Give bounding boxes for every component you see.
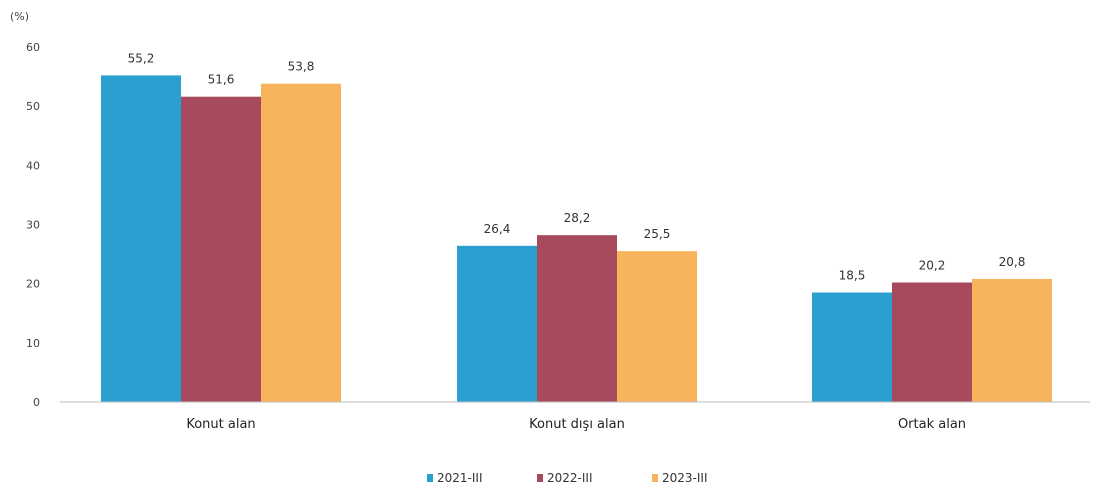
data-label: 20,8 <box>999 255 1026 269</box>
y-axis-ticks: 0 10 20 30 40 50 60 <box>26 41 40 409</box>
category-label: Konut dışı alan <box>529 417 625 432</box>
y-tick-label: 30 <box>26 219 40 232</box>
bar-2022-III-2 <box>892 282 972 402</box>
data-label: 28,2 <box>564 211 591 225</box>
category-label: Ortak alan <box>898 417 966 432</box>
data-label: 25,5 <box>644 227 671 241</box>
bar-2021-III-0 <box>101 75 181 403</box>
data-label: 55,2 <box>128 51 155 65</box>
bar-2023-III-0 <box>261 83 341 402</box>
y-tick-label: 0 <box>33 396 40 409</box>
legend-swatch <box>537 474 543 482</box>
data-label: 20,2 <box>919 258 946 272</box>
legend-swatch <box>652 474 658 482</box>
bar-2022-III-1 <box>537 235 617 402</box>
bar-2023-III-1 <box>617 251 697 402</box>
bar-series-group <box>101 75 1052 403</box>
bar-2021-III-1 <box>457 245 537 402</box>
legend-label: 2023-III <box>662 471 708 485</box>
y-tick-label: 60 <box>26 41 40 54</box>
y-tick-label: 40 <box>26 159 40 172</box>
legend-swatch <box>427 474 433 482</box>
data-label: 26,4 <box>484 222 511 236</box>
data-label: 53,8 <box>288 60 315 74</box>
bar-2023-III-2 <box>972 278 1052 402</box>
y-tick-label: 10 <box>26 337 40 350</box>
category-label: Konut alan <box>186 417 255 432</box>
data-label: 51,6 <box>208 73 235 87</box>
y-tick-label: 20 <box>26 278 40 291</box>
legend-label: 2021-III <box>437 471 483 485</box>
bar-2022-III-0 <box>181 96 261 402</box>
bar-2021-III-2 <box>812 292 892 402</box>
y-axis-unit-label: (%) <box>10 10 29 23</box>
data-label: 18,5 <box>839 269 866 283</box>
legend-label: 2022-III <box>547 471 593 485</box>
category-labels-group: Konut alan Konut dışı alan Ortak alan <box>186 417 966 432</box>
data-labels-group: 55,2 26,4 18,5 51,6 28,2 20,2 53,8 25,5 20,8 <box>128 51 1026 282</box>
y-tick-label: 50 <box>26 100 40 113</box>
legend: 2021-III 2022-III 2023-III <box>427 471 708 485</box>
